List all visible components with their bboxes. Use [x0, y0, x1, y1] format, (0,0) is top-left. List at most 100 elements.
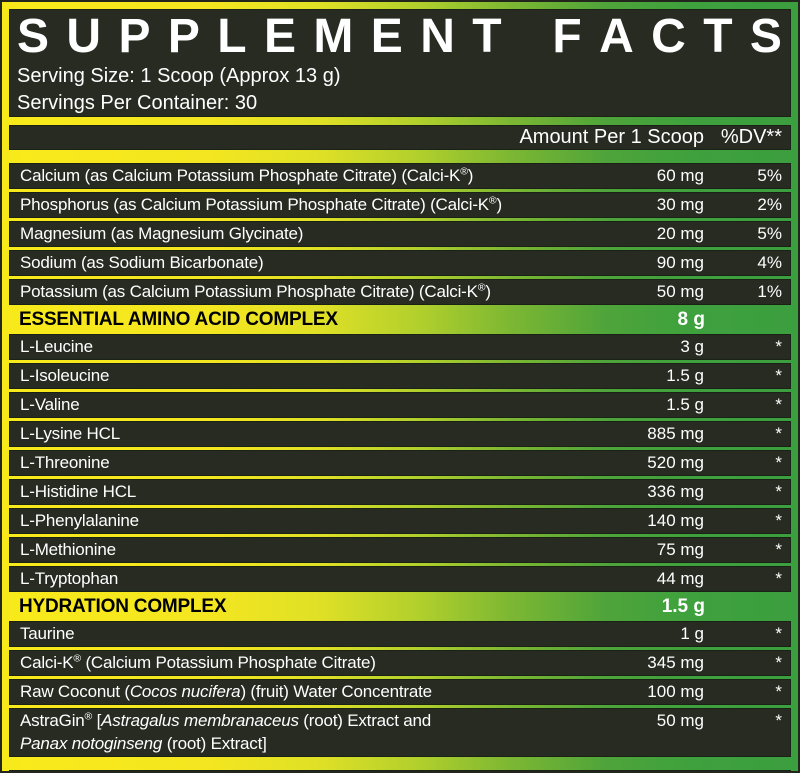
- ingredient-name-line: L-Methionine: [20, 540, 116, 559]
- ingredient-name: L-Tryptophan: [20, 567, 586, 590]
- ingredient-name: L-Histidine HCL: [20, 480, 586, 503]
- ingredient-amount: 60 mg: [656, 166, 704, 185]
- ingredient-amount: 885 mg: [647, 424, 704, 443]
- column-header-bar: Amount Per 1 Scoop %DV**: [9, 125, 791, 150]
- section-header-bar: ESSENTIAL AMINO ACID COMPLEX 8 g: [9, 308, 791, 331]
- ingredient-row: L-Phenylalanine 140 mg *: [9, 508, 791, 534]
- ingredient-name: L-Lysine HCL: [20, 422, 586, 445]
- ingredient-name-line: Raw Coconut (Cocos nucifera) (fruit) Wat…: [20, 682, 432, 701]
- ingredient-name-line: L-Lysine HCL: [20, 424, 120, 443]
- ingredient-name: L-Methionine: [20, 538, 586, 561]
- ingredient-dv: *: [775, 711, 782, 730]
- ingredient-name-line: Potassium (as Calcium Potassium Phosphat…: [20, 281, 491, 301]
- ingredient-dv: *: [775, 395, 782, 414]
- ingredient-amount: 1 g: [680, 624, 704, 643]
- ingredient-name-line: L-Isoleucine: [20, 366, 110, 385]
- section-amount: 8 g: [677, 308, 705, 330]
- ingredient-dv: *: [775, 337, 782, 356]
- footnotes-box: * Daily Value (DV) not established. ** P…: [9, 770, 791, 771]
- ingredient-row: Sodium (as Sodium Bicarbonate) 90 mg 4%: [9, 250, 791, 276]
- ingredient-dv: *: [775, 624, 782, 643]
- amount-column-header: Amount Per 1 Scoop: [519, 126, 704, 148]
- serving-size-text: Serving Size: 1 Scoop (Approx 13 g): [17, 65, 341, 87]
- ingredient-amount: 336 mg: [647, 482, 704, 501]
- ingredient-name: Sodium (as Sodium Bicarbonate): [20, 251, 586, 274]
- ingredient-amount: 520 mg: [647, 453, 704, 472]
- ingredient-amount: 140 mg: [647, 511, 704, 530]
- ingredient-dv: *: [775, 511, 782, 530]
- ingredient-row: L-Lysine HCL 885 mg *: [9, 421, 791, 447]
- ingredient-dv: *: [775, 482, 782, 501]
- ingredient-name-line: L-Phenylalanine: [20, 511, 139, 530]
- ingredient-name: L-Threonine: [20, 451, 586, 474]
- ingredient-name-line: L-Threonine: [20, 453, 110, 472]
- ingredient-name-line: L-Valine: [20, 395, 80, 414]
- ingredient-row: L-Threonine 520 mg *: [9, 450, 791, 476]
- ingredient-amount: 50 mg: [656, 711, 704, 730]
- ingredient-table: Calcium (as Calcium Potassium Phosphate …: [9, 160, 791, 757]
- ingredient-name: Phosphorus (as Calcium Potassium Phospha…: [20, 193, 586, 216]
- ingredient-row: L-Histidine HCL 336 mg *: [9, 479, 791, 505]
- ingredient-amount: 75 mg: [656, 540, 704, 559]
- ingredient-dv: 1%: [757, 282, 782, 301]
- servings-per-container-text: Servings Per Container: 30: [17, 92, 258, 114]
- ingredient-name-line: AstraGin® [Astragalus membranaceus (root…: [20, 710, 432, 730]
- ingredient-amount: 3 g: [680, 337, 704, 356]
- ingredient-dv: 2%: [757, 195, 782, 214]
- ingredient-name: Raw Coconut (Cocos nucifera) (fruit) Wat…: [20, 680, 586, 703]
- ingredient-amount: 100 mg: [647, 682, 704, 701]
- ingredient-dv: *: [775, 366, 782, 385]
- ingredient-row: Calci-K® (Calcium Potassium Phosphate Ci…: [9, 650, 791, 676]
- ingredient-amount: 1.5 g: [666, 395, 704, 414]
- ingredient-name-line: L-Leucine: [20, 337, 93, 356]
- ingredient-amount: 50 mg: [656, 282, 704, 301]
- ingredient-dv: *: [775, 540, 782, 559]
- ingredient-name: Taurine: [20, 622, 586, 645]
- ingredient-dv: *: [775, 453, 782, 472]
- ingredient-amount: 90 mg: [656, 253, 704, 272]
- section-header-bar: HYDRATION COMPLEX 1.5 g: [9, 595, 791, 618]
- ingredient-name-line: L-Histidine HCL: [20, 482, 137, 501]
- ingredient-name: AstraGin® [Astragalus membranaceus (root…: [20, 709, 586, 755]
- ingredient-dv: 5%: [757, 166, 782, 185]
- ingredient-row: AstraGin® [Astragalus membranaceus (root…: [9, 708, 791, 757]
- ingredient-amount: 30 mg: [656, 195, 704, 214]
- section-label: HYDRATION COMPLEX: [19, 595, 227, 617]
- ingredient-row: Phosphorus (as Calcium Potassium Phospha…: [9, 192, 791, 218]
- ingredient-name-line: Panax notoginseng (root) Extract]: [20, 734, 267, 753]
- ingredient-name: Magnesium (as Magnesium Glycinate): [20, 222, 586, 245]
- ingredient-row: L-Tryptophan 44 mg *: [9, 566, 791, 592]
- ingredient-row: L-Valine 1.5 g *: [9, 392, 791, 418]
- ingredient-name-line: Calci-K® (Calcium Potassium Phosphate Ci…: [20, 652, 376, 672]
- ingredient-amount: 1.5 g: [666, 366, 704, 385]
- ingredient-dv: *: [775, 569, 782, 588]
- ingredient-name: L-Phenylalanine: [20, 509, 586, 532]
- ingredient-row: L-Methionine 75 mg *: [9, 537, 791, 563]
- ingredient-name: L-Isoleucine: [20, 364, 586, 387]
- ingredient-row: L-Leucine 3 g *: [9, 334, 791, 360]
- ingredient-dv: *: [775, 653, 782, 672]
- ingredient-row: L-Isoleucine 1.5 g *: [9, 363, 791, 389]
- ingredient-name: L-Leucine: [20, 335, 586, 358]
- ingredient-amount: 20 mg: [656, 224, 704, 243]
- ingredient-name-line: Magnesium (as Magnesium Glycinate): [20, 224, 304, 243]
- ingredient-dv: 5%: [757, 224, 782, 243]
- ingredient-name-line: Phosphorus (as Calcium Potassium Phospha…: [20, 194, 502, 214]
- ingredient-amount: 345 mg: [647, 653, 704, 672]
- ingredient-amount: 44 mg: [656, 569, 704, 588]
- ingredient-name-line: Calcium (as Calcium Potassium Phosphate …: [20, 165, 474, 185]
- ingredient-row: Potassium (as Calcium Potassium Phosphat…: [9, 279, 791, 305]
- ingredient-row: Raw Coconut (Cocos nucifera) (fruit) Wat…: [9, 679, 791, 705]
- ingredient-name: L-Valine: [20, 393, 586, 416]
- ingredient-name-line: Taurine: [20, 624, 75, 643]
- ingredient-name-line: L-Tryptophan: [20, 569, 119, 588]
- ingredient-dv: *: [775, 682, 782, 701]
- ingredient-dv: 4%: [757, 253, 782, 272]
- section-label: ESSENTIAL AMINO ACID COMPLEX: [19, 308, 338, 330]
- section-amount: 1.5 g: [661, 595, 705, 617]
- ingredient-row: Taurine 1 g *: [9, 621, 791, 647]
- dv-column-header: %DV**: [720, 126, 782, 148]
